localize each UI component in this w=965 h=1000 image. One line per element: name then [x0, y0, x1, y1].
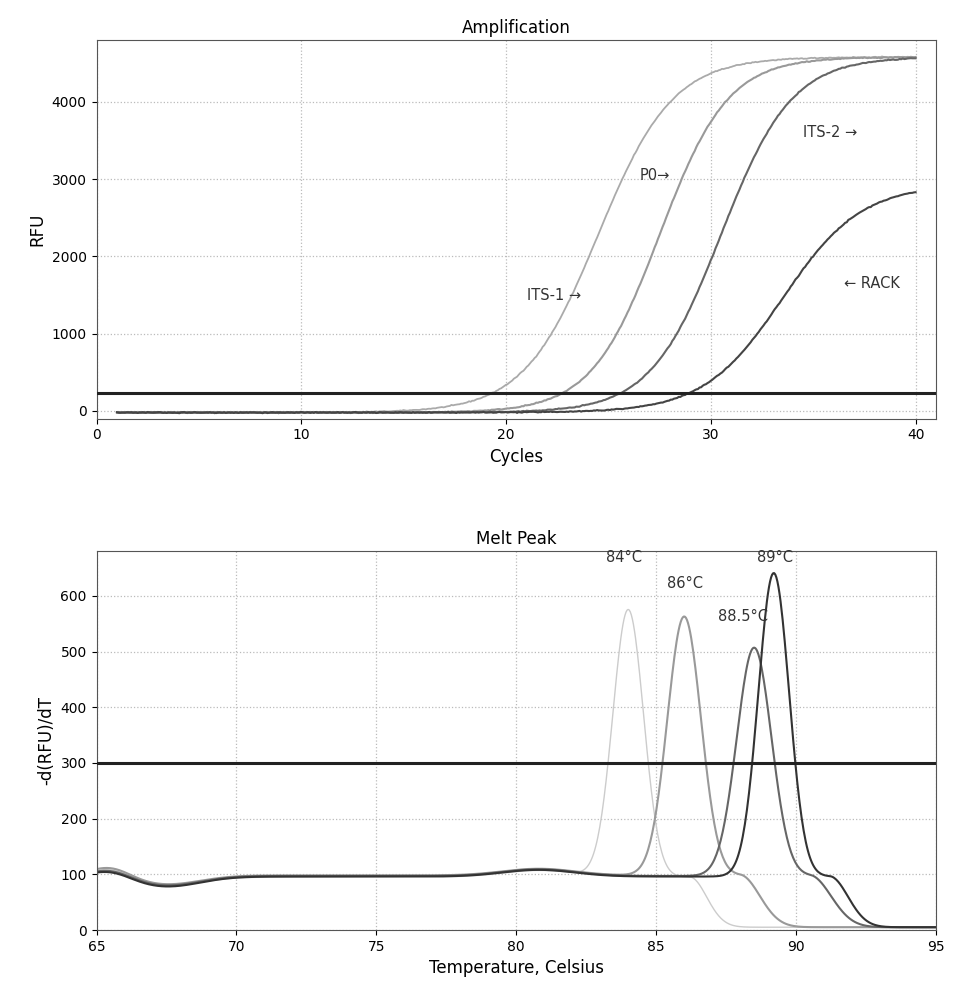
Text: 86°C: 86°C — [668, 576, 703, 591]
Title: Melt Peak: Melt Peak — [476, 530, 557, 548]
Text: ← RACK: ← RACK — [844, 276, 899, 291]
Title: Amplification: Amplification — [462, 19, 570, 37]
Y-axis label: RFU: RFU — [28, 213, 46, 246]
Text: 88.5°C: 88.5°C — [718, 609, 768, 624]
Text: ITS-1 →: ITS-1 → — [527, 288, 581, 303]
Text: ITS-2 →: ITS-2 → — [803, 125, 857, 140]
X-axis label: Temperature, Celsius: Temperature, Celsius — [428, 959, 604, 977]
Text: 84°C: 84°C — [606, 550, 642, 565]
X-axis label: Cycles: Cycles — [489, 448, 543, 466]
Text: 89°C: 89°C — [757, 550, 793, 565]
Text: P0→: P0→ — [639, 168, 670, 183]
Y-axis label: -d(RFU)/dT: -d(RFU)/dT — [37, 696, 55, 785]
